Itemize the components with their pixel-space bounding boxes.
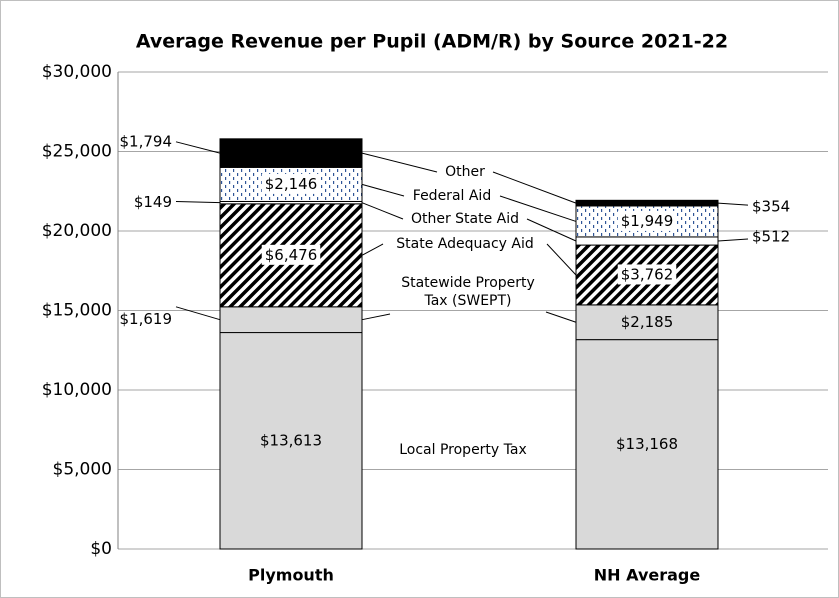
value-label: $354 [752,198,790,216]
series-label: State Adequacy Aid [396,235,534,253]
y-tick-label: $15,000 [42,301,112,321]
x-tick-label: Plymouth [248,566,334,585]
value-label: $2,185 [621,313,674,331]
leader-line [545,311,577,323]
y-tick-label: $20,000 [42,221,112,241]
value-label: $6,476 [265,246,318,264]
y-tick-label: $30,000 [42,62,112,82]
value-label: $1,619 [120,310,173,328]
leader-line [717,238,749,242]
bar-segment [575,236,719,246]
value-label: $13,613 [260,431,322,449]
bar-segment [575,199,719,207]
leader-line [361,243,384,256]
y-tick-label: $5,000 [53,460,112,480]
series-label: Other [445,163,485,181]
y-tick-label: $0 [90,539,112,559]
leader-line [546,243,577,276]
value-label: $149 [134,193,172,211]
value-label: $3,762 [621,265,674,283]
value-label-bg [261,173,321,194]
leader-line [717,202,749,206]
series-label: Local Property Tax [399,442,527,458]
value-label: $512 [752,228,790,246]
leader-line [361,313,391,321]
leader-line [175,306,221,321]
y-tick-label: $10,000 [42,380,112,400]
chart-title: Average Revenue per Pupil (ADM/R) by Sou… [136,31,728,53]
value-label-bg [261,244,321,265]
value-label: $1,794 [120,132,173,150]
value-label: $1,949 [621,212,674,230]
value-label: $2,146 [265,175,318,193]
value-label-bg [617,210,677,231]
value-label-bg [617,264,677,285]
bar-segment [219,306,363,334]
series-label: Statewide Property Tax (SWEPT) [398,274,538,310]
leader-line [175,141,221,154]
y-tick-label: $25,000 [42,142,112,162]
series-label: Federal Aid [412,187,492,205]
leader-line [526,218,577,242]
bar-segment [219,332,363,550]
leader-line [361,202,404,220]
leader-line [361,183,405,197]
bar-segment [575,304,719,341]
value-label: $13,168 [616,435,678,453]
leader-line [175,200,221,204]
x-tick-label: NH Average [594,566,701,585]
series-label: Other State Aid [410,210,520,228]
bar-segment [575,339,719,550]
bar-segment [219,138,363,168]
leader-line [499,195,577,222]
leader-line [361,152,438,173]
leader-line [492,171,577,204]
